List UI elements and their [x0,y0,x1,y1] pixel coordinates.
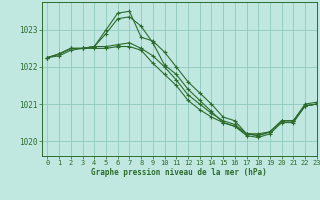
X-axis label: Graphe pression niveau de la mer (hPa): Graphe pression niveau de la mer (hPa) [91,168,267,177]
